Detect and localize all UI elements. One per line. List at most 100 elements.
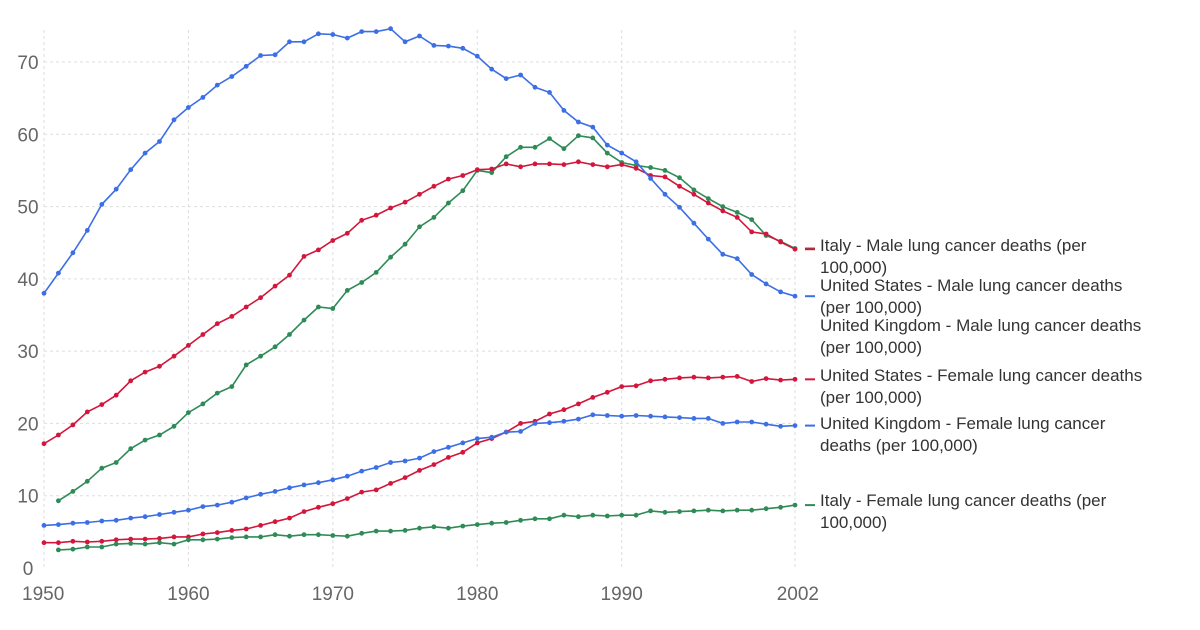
series-5 [56,502,798,553]
data-point [547,161,552,167]
data-point [431,524,437,530]
data-point [402,199,408,205]
data-point [547,136,552,142]
data-point [287,39,292,45]
series-0 [56,133,798,504]
data-point [56,432,61,438]
data-point [417,455,422,461]
series-4 [41,412,798,528]
y-tick-label: 70 [17,53,38,74]
data-point [359,217,365,223]
y-axis: 0 10 20 30 40 50 60 70 [17,53,38,580]
data-point [402,39,408,45]
data-point [633,413,639,418]
data-point [749,419,755,425]
data-point [734,256,740,261]
data-point [200,95,206,100]
data-point [243,63,249,69]
data-point [344,230,350,236]
data-point [84,520,90,525]
data-point [142,437,148,443]
data-point [84,478,90,484]
data-point [691,220,697,226]
series-1 [41,159,798,447]
data-point [691,416,697,421]
data-point [373,528,379,534]
data-point [503,154,509,160]
legend-item[interactable]: United States - Female lung cancer death… [805,366,1142,407]
legend-item[interactable]: United Kingdom - Male lung cancer deaths… [805,295,1141,357]
data-point [532,84,538,90]
data-point [749,379,755,384]
data-point [287,272,292,278]
data-point [489,166,495,172]
data-point [778,377,783,383]
data-point [648,508,653,514]
data-point [734,215,740,220]
data-point [388,26,393,32]
data-point [70,538,76,544]
data-point [316,31,321,37]
data-point [214,390,220,396]
data-point [590,395,596,400]
data-point [41,441,47,447]
series-line [43,160,796,445]
legend-item[interactable]: United Kingdom - Female lung cancer death… [805,414,1106,455]
data-point [662,376,668,382]
data-point [171,353,177,359]
data-point [330,501,336,507]
data-point [662,414,668,420]
data-point [56,522,61,527]
data-point [229,528,235,533]
data-point [518,421,523,426]
data-point [474,522,480,527]
data-point [287,533,292,539]
data-point [474,53,480,59]
data-point [70,422,76,428]
data-point [128,167,134,173]
data-point [446,43,451,49]
data-point [460,449,466,455]
data-point [576,416,581,422]
data-point [705,196,711,202]
data-point [431,183,437,189]
x-tick-label: 1980 [456,584,498,605]
data-point [576,133,581,139]
data-point [547,90,552,95]
data-point [561,162,567,168]
data-point [344,473,350,479]
legend-label: United States - Female lung cancer death… [820,366,1142,407]
data-point [142,369,148,375]
data-point [705,200,711,206]
data-point [576,159,581,165]
legend-item[interactable]: United States - Male lung cancer deaths(… [805,248,1122,317]
data-point [604,513,610,519]
data-point [214,502,220,508]
data-point [633,165,639,171]
data-point [287,485,292,491]
legend-label: United Kingdom - Female lung cancer death… [820,414,1106,455]
data-point [720,208,726,214]
x-tick-label: 1950 [22,584,64,605]
data-point [792,376,798,382]
x-tick-label: 1970 [312,584,354,605]
legend-item[interactable]: Italy - Female lung cancer deaths (per 10… [805,491,1107,532]
data-point [344,533,350,539]
data-point [171,534,177,540]
data-point [547,420,552,426]
legend-item[interactable]: Italy - Male lung cancer deaths (per 100,… [805,236,1087,277]
data-point [763,506,769,512]
data-point [56,498,61,504]
x-axis: 1950 1960 1970 1980 1990 2002 [22,584,819,605]
data-point [763,281,769,287]
data-point [157,432,162,438]
data-point [388,205,393,211]
data-point [301,482,307,488]
data-point [446,444,451,450]
data-point [532,144,538,150]
data-point [214,82,220,88]
data-point [532,421,538,426]
legend[interactable]: Italy - Male lung cancer deaths (per 100,… [805,236,1142,532]
data-point [561,108,567,113]
series-line [43,27,796,297]
